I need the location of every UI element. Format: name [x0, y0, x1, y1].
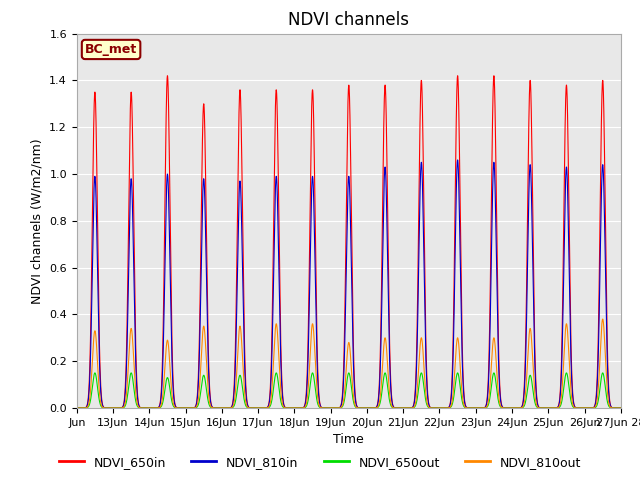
- NDVI_810out: [599, 316, 607, 322]
- NDVI_810in: [501, 405, 509, 411]
- Y-axis label: NDVI channels (W/m2/nm): NDVI channels (W/m2/nm): [31, 138, 44, 304]
- NDVI_810in: [454, 157, 461, 163]
- NDVI_650in: [73, 405, 81, 411]
- NDVI_650out: [424, 404, 432, 409]
- NDVI_810in: [184, 405, 191, 411]
- Line: NDVI_650out: NDVI_650out: [77, 373, 621, 408]
- Line: NDVI_650in: NDVI_650in: [77, 76, 621, 408]
- NDVI_650in: [617, 405, 625, 411]
- NDVI_810out: [73, 405, 81, 411]
- NDVI_810out: [501, 405, 509, 411]
- Legend: NDVI_650in, NDVI_810in, NDVI_650out, NDVI_810out: NDVI_650in, NDVI_810in, NDVI_650out, NDV…: [54, 451, 586, 474]
- NDVI_810out: [615, 405, 623, 411]
- Line: NDVI_810out: NDVI_810out: [77, 319, 621, 408]
- NDVI_650in: [276, 331, 284, 336]
- NDVI_810in: [276, 348, 284, 354]
- NDVI_650in: [182, 405, 189, 411]
- NDVI_650in: [424, 394, 432, 399]
- NDVI_650out: [189, 405, 197, 411]
- NDVI_650in: [501, 405, 509, 411]
- NDVI_650in: [164, 73, 172, 79]
- NDVI_650out: [73, 405, 81, 411]
- NDVI_810out: [276, 384, 284, 389]
- NDVI_810in: [73, 405, 81, 411]
- NDVI_810out: [424, 403, 431, 408]
- NDVI_810out: [184, 405, 191, 411]
- NDVI_650out: [145, 405, 153, 411]
- X-axis label: Time: Time: [333, 433, 364, 446]
- NDVI_810in: [617, 405, 625, 411]
- NDVI_810out: [617, 405, 625, 411]
- NDVI_810in: [615, 405, 623, 411]
- NDVI_650out: [91, 370, 99, 376]
- NDVI_810in: [424, 396, 431, 402]
- NDVI_650out: [501, 405, 509, 411]
- NDVI_650in: [615, 405, 623, 411]
- NDVI_810out: [327, 405, 335, 411]
- Title: NDVI channels: NDVI channels: [288, 11, 410, 29]
- NDVI_650out: [615, 405, 623, 411]
- NDVI_810out: [189, 405, 197, 411]
- NDVI_650out: [276, 397, 284, 403]
- Text: BC_met: BC_met: [85, 43, 137, 56]
- NDVI_650out: [617, 405, 625, 411]
- NDVI_650in: [184, 405, 191, 411]
- NDVI_650in: [189, 405, 197, 411]
- NDVI_810in: [189, 405, 197, 411]
- NDVI_650out: [184, 405, 191, 411]
- Line: NDVI_810in: NDVI_810in: [77, 160, 621, 408]
- NDVI_810in: [218, 405, 226, 411]
